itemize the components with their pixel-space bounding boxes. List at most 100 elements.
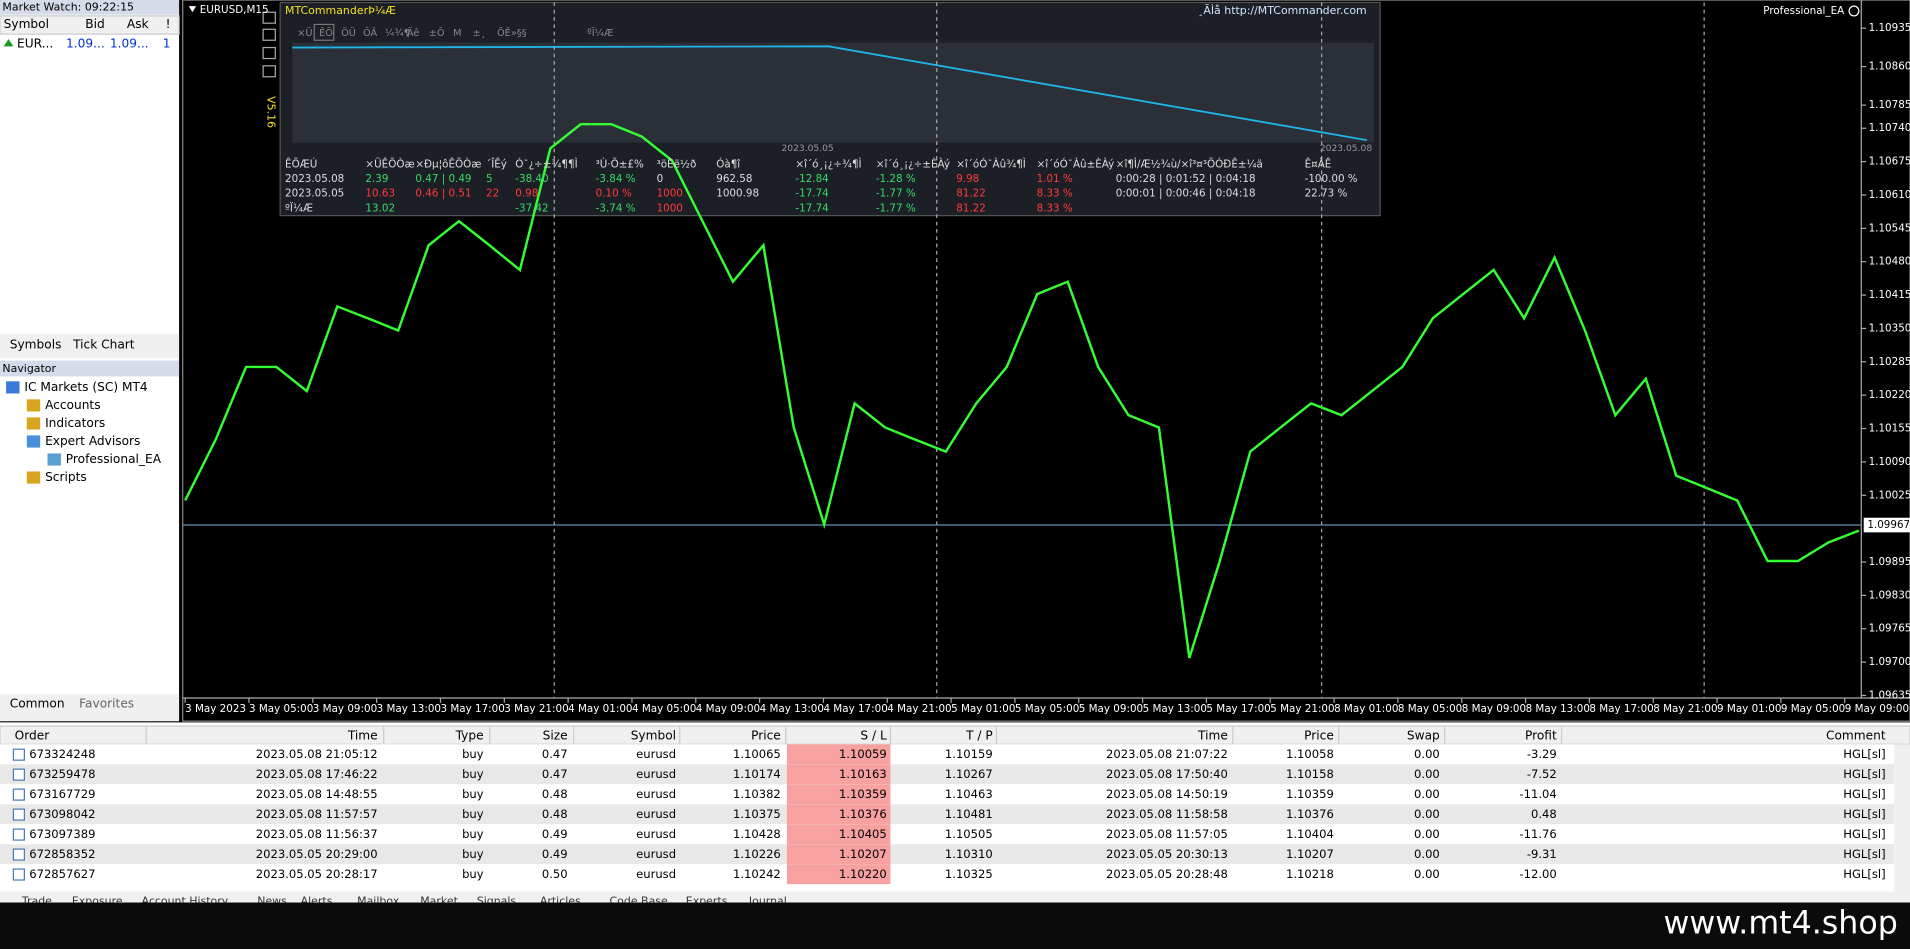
order-cell: eurusd <box>636 787 676 801</box>
panel-cell: 2.39 <box>365 173 388 185</box>
y-tick-label: 1.09700 <box>1869 656 1910 668</box>
price-line <box>184 122 1860 659</box>
order-cell: buy <box>462 847 484 861</box>
tree-item[interactable]: Professional_EA <box>66 452 162 466</box>
tab[interactable]: Common <box>10 697 65 711</box>
panel-cell: 8.33 % <box>1037 202 1073 214</box>
tab[interactable]: Favorites <box>79 697 134 711</box>
order-cell: 1.10376 <box>1286 807 1334 821</box>
order-cell: 0.49 <box>542 827 568 841</box>
panel-toolbar-button[interactable]: ×Ü <box>297 26 312 39</box>
order-cell: -3.29 <box>1527 747 1557 761</box>
panel-toolbar-button[interactable]: ÊÕ <box>319 26 333 39</box>
order-cell: eurusd <box>636 867 676 881</box>
panel-column-header: ×Ðµ¦ôÊÕÒæ <box>415 157 481 170</box>
panel-cell: -38.40 <box>515 173 548 185</box>
x-tick-label: 3 May 21:00 <box>504 703 568 715</box>
tree-item[interactable]: Accounts <box>45 398 101 412</box>
order-cell: buy <box>462 767 484 781</box>
panel-cell: 0.46 | 0.51 <box>415 188 471 200</box>
panel-cell: 1.01 % <box>1037 173 1073 185</box>
panel-cell: 1000 <box>657 188 683 200</box>
order-cell: -9.31 <box>1527 847 1557 861</box>
x-tick-label: 8 May 13:00 <box>1526 703 1590 715</box>
order-cell: 0.48 <box>542 807 568 821</box>
order-icon <box>12 828 25 841</box>
panel-column-header: ³öÈë½ð <box>657 157 697 170</box>
panel-cell: 2023.05.08 <box>285 173 344 185</box>
order-cell: 1.10058 <box>1286 747 1334 761</box>
order-cell: 2023.05.08 21:07:22 <box>1106 747 1228 761</box>
column-header: Symbol <box>631 728 676 742</box>
panel-toolbar-button[interactable]: ÖÜ <box>341 26 356 39</box>
column-header: Ask <box>127 17 150 31</box>
panel-cell: 0:00:01 | 0:00:46 | 0:04:18 <box>1116 188 1256 200</box>
order-cell: 0.48 <box>1531 807 1557 821</box>
order-cell: buy <box>462 867 484 881</box>
panel-column-header: Ó¯¿÷±¾¶¶Ì <box>515 157 577 170</box>
order-cell: 0.00 <box>1414 807 1440 821</box>
tab[interactable]: Tick Chart <box>72 337 135 351</box>
panel-cell: -12.84 <box>795 173 828 185</box>
tab-cover <box>0 902 1910 949</box>
order-cell: 1.10404 <box>1286 827 1334 841</box>
column-header: Type <box>455 728 484 742</box>
panel-toolbar-button[interactable]: ±¸ <box>473 28 486 39</box>
panel-cell: 0.10 % <box>596 188 632 200</box>
order-row <box>0 844 1895 865</box>
tree-item[interactable]: Indicators <box>45 416 105 430</box>
panel-cell: 0.47 | 0.49 <box>415 173 471 185</box>
order-cell: 1.10226 <box>733 847 781 861</box>
ea-smiley <box>1848 5 1860 17</box>
panel-cell: 8.33 % <box>1037 188 1073 200</box>
panel-cell: 0 <box>657 173 664 185</box>
tree-item[interactable]: IC Markets (SC) MT4 <box>24 380 148 394</box>
order-cell: 1.10218 <box>1286 867 1334 881</box>
panel-toolbar-button[interactable]: ¼¾¶ <box>385 27 410 39</box>
order-cell: 1.10310 <box>945 847 993 861</box>
order-cell: HGL[sl] <box>1843 867 1885 881</box>
y-tick-label: 1.10285 <box>1869 356 1910 368</box>
orders-header <box>0 725 1910 745</box>
panel-toolbar-button[interactable]: M <box>453 28 461 39</box>
y-tick-label: 1.09895 <box>1869 556 1910 568</box>
y-tick-label: 1.10675 <box>1869 156 1910 168</box>
order-cell: 0.00 <box>1414 827 1440 841</box>
y-tick-label: 1.10220 <box>1869 389 1910 401</box>
order-cell: 2023.05.08 21:05:12 <box>256 747 378 761</box>
order-cell: 1.10159 <box>945 747 993 761</box>
panel-column-header: ×î´ó¸¡¿÷±ÈÀý <box>876 157 950 170</box>
tree-item[interactable]: Expert Advisors <box>45 434 140 448</box>
panel-toolbar-button[interactable]: ÔÂ <box>363 26 377 39</box>
order-cell: 0.00 <box>1414 767 1440 781</box>
panel-column-header: ´ÎÊý <box>486 157 507 170</box>
x-tick-label: 8 May 05:00 <box>1398 703 1462 715</box>
order-cell: 2023.05.08 11:56:37 <box>256 827 378 841</box>
panel-cell: 81.22 <box>956 188 986 200</box>
panel-link[interactable]: ¸ÃÌå http://MTCommander.com <box>1198 4 1367 17</box>
panel-toolbar-button[interactable]: ºÏ¼Æ <box>587 26 613 39</box>
panel-toolbar-button[interactable]: ÕÊ»§§ <box>497 26 527 39</box>
order-cell: 0.00 <box>1414 847 1440 861</box>
order-cell: 1.10059 <box>839 747 887 761</box>
y-tick-label: 1.10785 <box>1869 99 1910 111</box>
y-tick-label: 1.10350 <box>1869 322 1910 334</box>
tab[interactable]: Symbols <box>10 337 62 351</box>
panel-toolbar-button[interactable]: ±Ô <box>429 26 445 39</box>
x-tick-label: 3 May 05:00 <box>249 703 313 715</box>
panel-toolbar-button[interactable]: Äê <box>407 26 419 39</box>
panel-cell: -3.74 % <box>596 202 636 214</box>
order-cell: HGL[sl] <box>1843 767 1885 781</box>
order-cell: 672857627 <box>29 867 95 881</box>
tree-icon <box>26 399 41 412</box>
column-header: Swap <box>1407 728 1440 742</box>
y-tick-label: 1.09765 <box>1869 623 1910 635</box>
ea-name: Professional_EA <box>1763 5 1844 17</box>
column-header: Bid <box>85 17 104 31</box>
market-watch-title: Market Watch: 09:22:15 <box>2 0 134 13</box>
panel-column-header: ³Ù·Õ±£% <box>596 157 644 170</box>
tree-item[interactable]: Scripts <box>45 470 87 484</box>
sl-cell <box>786 784 891 805</box>
order-cell: HGL[sl] <box>1843 827 1885 841</box>
panel-cell: 2023.05.05 <box>285 188 344 200</box>
